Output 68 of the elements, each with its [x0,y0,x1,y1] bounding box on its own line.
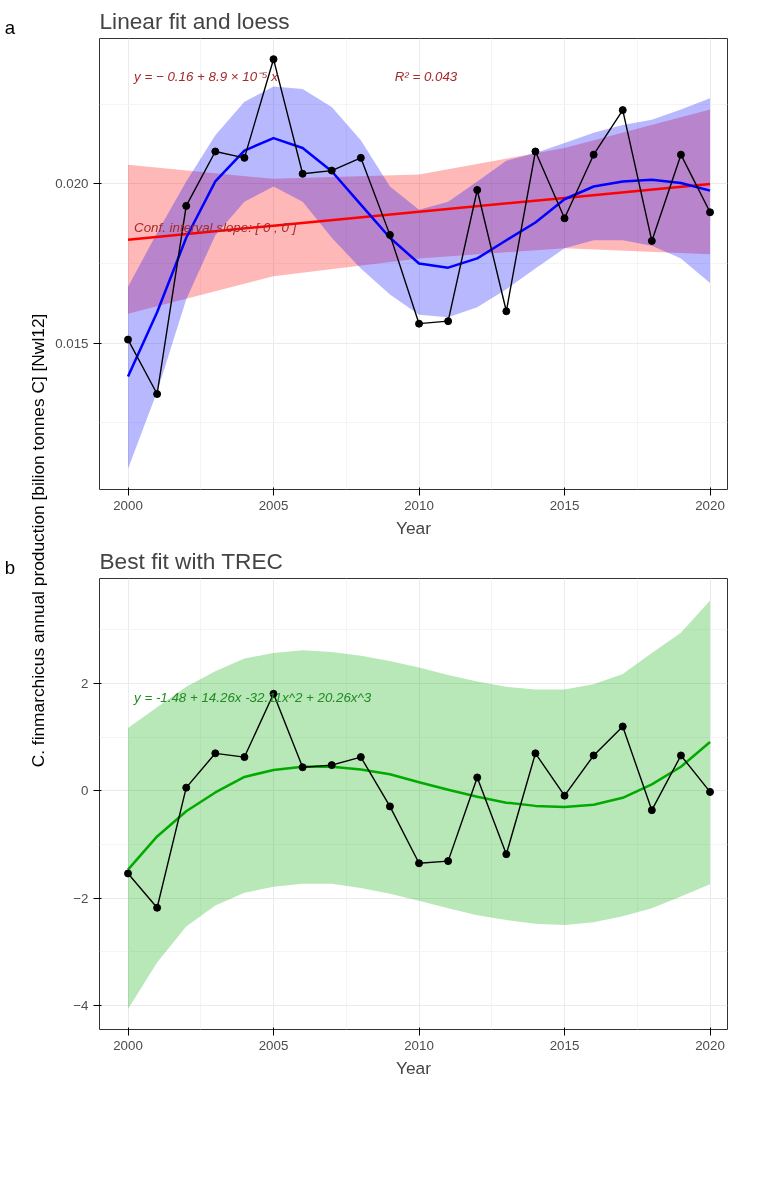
point [240,153,249,162]
x-tick-label: 2020 [695,1037,725,1053]
y-tick-label: 0 [81,783,89,799]
point [589,751,598,760]
point [385,802,394,811]
point [444,857,453,866]
x-tick-label: 2010 [404,1037,434,1053]
point [706,208,715,217]
point [385,230,394,239]
y-tick-label: −2 [73,890,89,906]
point [153,903,162,912]
y-axis-title: C. finmarchicus annual production [bilion tonnes C] [Nwl12] [27,313,48,768]
point [298,763,307,772]
point [618,106,627,115]
x-tick-label: 2015 [549,1037,580,1053]
text: b [4,556,16,578]
line-series [126,136,712,378]
point [676,751,685,760]
point [706,787,715,796]
point [240,753,249,762]
point [356,753,365,762]
point [560,791,569,800]
x-tick-label: 2005 [258,497,289,513]
point [327,761,336,770]
point [444,317,453,326]
text: a [4,16,16,38]
annotation: y = − 0.16 + 8.9 × 10⁻⁵ x [133,68,280,84]
chart-title: Best fit with TREC [99,547,283,574]
point [327,166,336,175]
point [211,749,220,758]
line-series [126,182,712,241]
x-tick-label: 2000 [113,497,143,513]
point [647,236,656,245]
y-tick-label: −4 [73,997,90,1013]
point [647,806,656,815]
point [269,55,278,64]
x-axis-title: Year [395,1057,432,1078]
point [531,147,540,156]
point [298,169,307,178]
y-tick-label: 2 [81,676,89,692]
x-tick-label: 2015 [549,497,580,513]
point [473,773,482,782]
point [415,319,424,328]
point [153,390,162,399]
point [502,850,511,859]
x-tick-label: 2020 [695,497,725,513]
point [618,722,627,731]
point [182,201,191,210]
point [560,214,569,223]
point [415,859,424,868]
point [124,869,133,878]
x-tick-label: 2005 [258,1037,289,1053]
x-tick-label: 2010 [404,497,434,513]
annotation: R² = 0.043 [394,68,458,84]
point [356,153,365,162]
point [589,150,598,159]
chart-title: Linear fit and loess [99,7,290,34]
point [182,783,191,792]
x-tick-label: 2000 [113,1037,143,1053]
point [502,307,511,316]
y-tick-label: 0.015 [55,335,89,351]
x-axis-title: Year [395,517,432,538]
point [124,335,133,344]
point [531,749,540,758]
point [211,147,220,156]
y-tick-label: 0.020 [55,176,89,192]
point [473,186,482,194]
point [676,150,685,159]
